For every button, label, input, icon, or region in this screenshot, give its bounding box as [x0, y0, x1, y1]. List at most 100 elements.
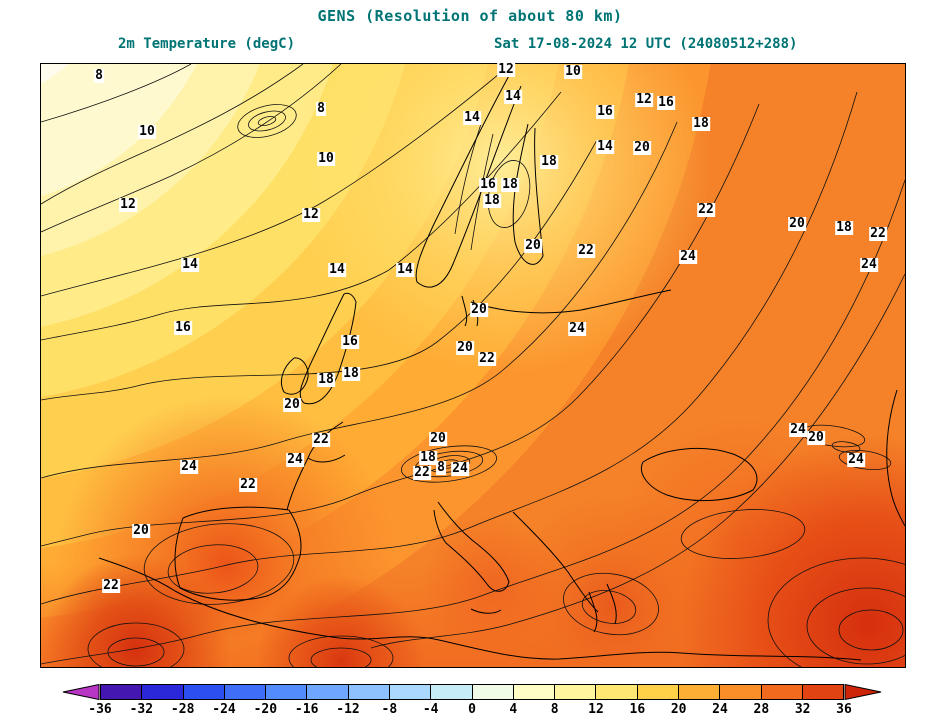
contour-label: 22 — [697, 202, 715, 217]
colorbar-tick: -24 — [212, 702, 236, 717]
colorbar-ticks: -36 -32 -28 -24 -20 -16 -12 -8 -4 0 4 8 12 16 20 24 28 32… — [88, 702, 852, 720]
colorbar-cell — [224, 685, 267, 699]
colorbar-tick: 24 — [712, 702, 728, 717]
colorbar-tick: -8 — [381, 702, 398, 717]
contour-label: 20 — [283, 397, 301, 412]
contour-label: 18 — [835, 220, 853, 235]
colorbar-tick: 4 — [509, 702, 518, 717]
colorbar-tick: -4 — [422, 702, 439, 717]
colorbar-cells — [100, 684, 844, 700]
colorbar-cell — [678, 685, 721, 699]
colorbar — [62, 684, 882, 700]
contour-label: 24 — [679, 249, 697, 264]
contour-label: 14 — [504, 89, 522, 104]
contour-label: 14 — [596, 139, 614, 154]
contour-label: 24 — [847, 452, 865, 467]
contour-label: 24 — [789, 422, 807, 437]
colorbar-cell — [761, 685, 803, 699]
contour-label: 8 — [436, 460, 446, 475]
contour-label: 16 — [596, 104, 614, 119]
contour-label: 24 — [286, 452, 304, 467]
temperature-fill-layer — [41, 64, 905, 667]
colorbar-tick: 16 — [629, 702, 646, 717]
colorbar-cell — [307, 685, 349, 699]
contour-label: 16 — [174, 320, 192, 335]
variable-label: 2m Temperature (degC) — [118, 36, 296, 52]
contour-label: 22 — [478, 351, 496, 366]
contour-label: 24 — [568, 321, 586, 336]
contour-label: 20 — [807, 430, 825, 445]
colorbar-tick: 20 — [670, 702, 687, 717]
contour-label: 22 — [869, 226, 887, 241]
colorbar-tick: 32 — [794, 702, 811, 717]
contour-label: 18 — [419, 450, 437, 465]
contour-label: 14 — [181, 257, 199, 272]
contour-label: 20 — [633, 140, 651, 155]
colorbar-cell — [555, 685, 597, 699]
valid-time-label: Sat 17-08-2024 12 UTC (24080512+288) — [494, 36, 798, 52]
colorbar-cell — [472, 685, 514, 699]
contour-label: 10 — [138, 124, 156, 139]
contour-label: 20 — [456, 340, 474, 355]
temperature-map: 8 12 10 14 8 14 16 12 16 18 10 14 20 10 18 16 18 18 12 12 22… — [40, 63, 906, 668]
contour-label: 10 — [317, 151, 335, 166]
colorbar-cell — [266, 685, 308, 699]
colorbar-cell — [348, 685, 390, 699]
colorbar-cell — [596, 685, 638, 699]
page-title: GENS (Resolution of about 80 km) — [317, 7, 623, 25]
contour-label: 14 — [463, 110, 481, 125]
colorbar-cell — [389, 685, 432, 699]
colorbar-cell — [142, 685, 184, 699]
contour-label: 14 — [396, 262, 414, 277]
colorbar-tick: 28 — [753, 702, 770, 717]
contour-label: 16 — [479, 177, 497, 192]
contour-label: 20 — [429, 431, 447, 446]
contour-label: 18 — [342, 366, 360, 381]
contour-label: 14 — [328, 262, 346, 277]
colorbar-cell — [101, 685, 143, 699]
contour-label: 20 — [788, 216, 806, 231]
contour-label: 8 — [316, 101, 326, 116]
colorbar-tick: -36 — [88, 702, 112, 717]
contour-label-layer: 8 12 10 14 8 14 16 12 16 18 10 14 20 10 18 16 18 18 12 12 22… — [41, 62, 905, 667]
contour-label: 12 — [302, 207, 320, 222]
contour-label: 24 — [180, 459, 198, 474]
contour-label: 22 — [102, 578, 120, 593]
contour-label: 22 — [577, 243, 595, 258]
contour-label: 24 — [451, 461, 469, 476]
colorbar-cell — [183, 685, 225, 699]
contour-label: 16 — [341, 334, 359, 349]
colorbar-left-arrow — [62, 684, 100, 700]
contour-label: 12 — [119, 197, 137, 212]
colorbar-cell — [513, 685, 556, 699]
contour-label: 12 — [497, 62, 515, 77]
colorbar-tick: 36 — [836, 702, 852, 717]
contour-label: 18 — [317, 372, 335, 387]
contour-label: 16 — [657, 95, 675, 110]
contour-label: 22 — [312, 432, 330, 447]
contour-label: 24 — [860, 257, 878, 272]
contour-label: 18 — [483, 193, 501, 208]
colorbar-tick: -16 — [294, 702, 319, 717]
contour-label: 18 — [540, 154, 558, 169]
colorbar-tick: -28 — [170, 702, 195, 717]
contour-label: 18 — [692, 116, 710, 131]
contour-label: 12 — [635, 92, 653, 107]
contour-label: 10 — [564, 64, 582, 79]
contour-label: 8 — [94, 68, 104, 83]
temperature-field-svg — [41, 64, 905, 667]
colorbar-cell — [431, 685, 473, 699]
colorbar-tick: 0 — [468, 702, 476, 717]
contour-label: 18 — [501, 177, 519, 192]
colorbar-tick: -20 — [253, 702, 278, 717]
colorbar-tick: 8 — [550, 702, 559, 717]
contour-lines — [41, 64, 905, 667]
contour-label: 20 — [470, 302, 488, 317]
colorbar-cell — [720, 685, 762, 699]
colorbar-tick: -32 — [129, 702, 154, 717]
colorbar-cell — [637, 685, 679, 699]
colorbar-tick: -12 — [336, 702, 360, 717]
colorbar-right-arrow — [844, 684, 882, 700]
contour-label: 22 — [413, 465, 431, 480]
